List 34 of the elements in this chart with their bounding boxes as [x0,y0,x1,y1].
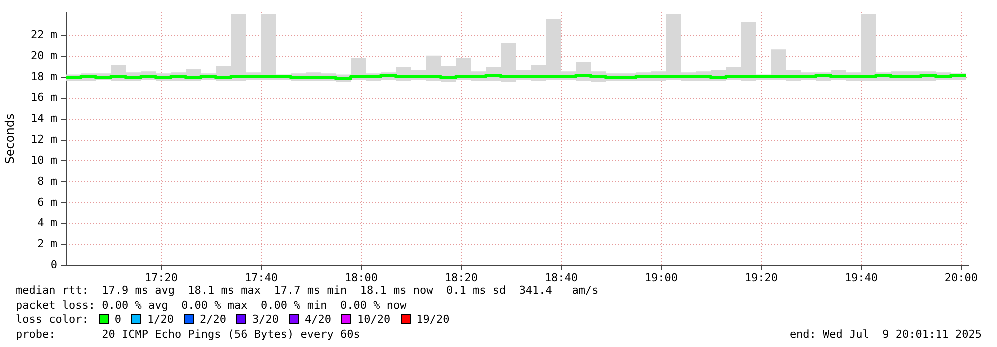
y-tick-label: 4 m [38,216,58,230]
y-tick-label: 12 m [31,133,58,146]
x-tick-label: 18:20 [444,272,478,284]
text: 3/20 [252,313,279,326]
x-tick-label: 19:00 [644,272,678,284]
x-tick-label: 18:40 [544,272,578,284]
y-tick-label: 10 m [31,154,58,167]
y-tick-label: 2 m [38,238,58,251]
text: median rtt: 17.9 ms avg 18.1 ms max 17.7 ms min 18.1 ms now 0.1 ms sd 341.4 am/s [16,284,600,299]
text: probe: 20 ICMP Echo Pings (56 Bytes) every 60s [16,328,360,342]
x-tick-label: 17:40 [244,272,278,284]
text: 2/20 [200,313,226,326]
y-tick-label: 6 m [38,196,58,209]
text: 4/20 [304,313,332,326]
y-axis-title: Seconds [3,114,18,164]
text: loss color: [16,313,89,326]
x-tick-label: 19:20 [744,272,778,284]
y-tick-label: 0 [50,258,58,272]
y-tick-label: 20 m [31,49,58,62]
y-tick-label: 8 m [38,174,58,188]
y-tick-label: 14 m [31,112,58,126]
x-tick-label: 20:00 [944,272,978,284]
x-tick-label: 18:00 [344,272,378,284]
text: packet loss: 0.00 % avg 0.00 % max 0.00 % min 0.00 % now [16,298,408,314]
text: 0 [114,313,122,326]
text: 19/20 [416,313,450,326]
text: end: Wed Jul 9 20:01:11 2025 [790,328,982,342]
x-tick-label: 17:20 [144,272,178,284]
y-tick-label: 16 m [31,91,58,104]
x-tick-label: 19:40 [844,272,878,284]
y-tick-label: 18 m [31,70,58,84]
text: 1/20 [147,313,174,326]
y-tick-label: 22 m [31,28,58,42]
text: 10/20 [357,313,391,326]
